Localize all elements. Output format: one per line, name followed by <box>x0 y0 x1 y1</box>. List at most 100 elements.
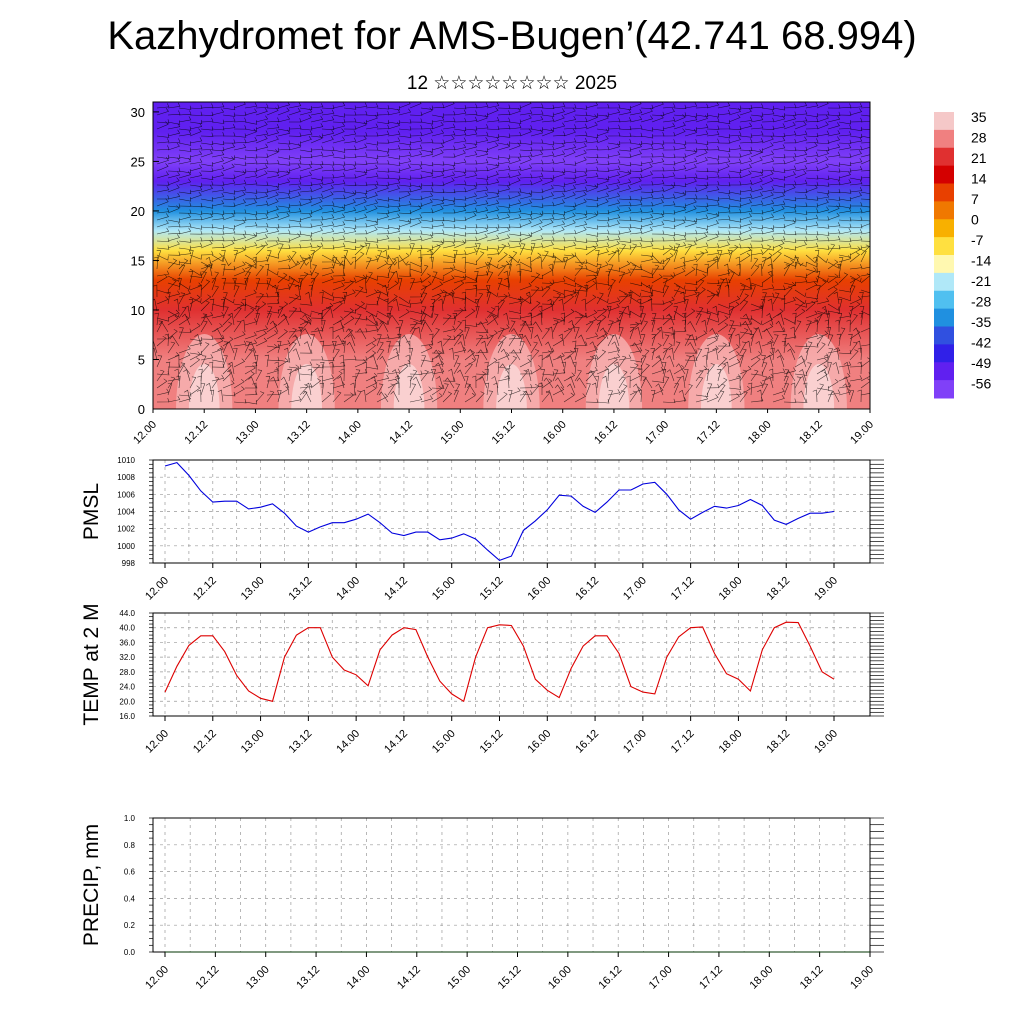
wind-barb <box>816 163 829 172</box>
wind-barb <box>668 326 675 340</box>
wind-barb <box>739 193 753 200</box>
wind-barb <box>761 135 774 144</box>
wind-barb <box>211 126 225 131</box>
wind-barb <box>585 354 599 361</box>
wind-barb <box>415 326 422 340</box>
wind-barb <box>332 339 346 347</box>
wind-barb <box>706 363 715 375</box>
wind-barb <box>772 223 786 229</box>
wind-barb <box>464 171 478 179</box>
wind-barb <box>695 251 705 263</box>
x-tick-label: 15.12 <box>478 728 506 756</box>
wind-barb <box>574 393 587 403</box>
wind-barb <box>167 184 180 193</box>
wind-barb <box>448 291 455 305</box>
wind-barb <box>233 399 247 404</box>
wind-barb <box>838 179 852 186</box>
wind-barb <box>541 302 554 312</box>
wind-barb <box>167 171 181 179</box>
wind-barb <box>244 172 258 179</box>
wind-barb <box>596 349 607 361</box>
wind-barb <box>783 165 797 172</box>
wind-barb <box>217 347 224 361</box>
wind-barb <box>685 237 698 242</box>
wind-barb <box>859 291 864 305</box>
wind-barb <box>563 328 573 340</box>
wind-barb <box>519 214 533 221</box>
wind-barb <box>376 348 385 361</box>
wind-barb <box>772 115 786 123</box>
wind-barb <box>824 319 829 333</box>
colorbar-swatch <box>934 362 954 381</box>
wind-barb <box>354 121 367 130</box>
wind-barb <box>816 216 830 221</box>
wind-barb <box>717 134 731 139</box>
wind-barb <box>222 156 235 165</box>
wind-barb <box>673 144 687 151</box>
wind-barb <box>651 179 665 186</box>
wind-barb <box>742 320 752 333</box>
wind-barb <box>153 347 158 361</box>
wind-barb <box>554 384 565 396</box>
wind-barb <box>673 174 687 179</box>
wind-barb <box>519 156 532 165</box>
wind-barb <box>321 125 335 130</box>
wind-barb <box>662 272 676 277</box>
wind-barb <box>827 244 841 250</box>
wind-barb <box>497 224 511 229</box>
wind-barb <box>574 168 588 173</box>
wind-barb <box>277 229 291 235</box>
wind-barb <box>497 242 511 249</box>
wind-barb <box>497 213 511 221</box>
wind-barb <box>222 210 236 215</box>
wind-barb <box>178 328 192 333</box>
wind-barb <box>530 242 544 249</box>
wind-barb <box>651 102 664 109</box>
wind-barb <box>552 171 565 179</box>
wind-barb <box>849 329 861 340</box>
wind-barb <box>178 282 191 290</box>
wind-barb <box>584 284 589 298</box>
wind-barb <box>640 115 654 123</box>
wind-barb <box>409 320 418 333</box>
wind-barb <box>365 159 379 165</box>
wind-barb <box>596 330 609 340</box>
wind-barb <box>682 312 687 326</box>
wind-barb <box>288 192 301 200</box>
wind-barb <box>849 246 862 256</box>
wind-barb <box>859 312 864 326</box>
wind-barb <box>805 268 818 273</box>
wind-barb <box>783 238 797 243</box>
wind-barb <box>255 306 260 319</box>
wind-barb <box>651 366 664 375</box>
wind-barb <box>332 154 346 159</box>
wind-barb <box>538 382 543 395</box>
wind-barb <box>167 102 181 109</box>
wind-barb <box>860 154 870 158</box>
wind-barb <box>376 181 390 186</box>
wind-barb <box>189 385 201 396</box>
x-tick-label: 13.12 <box>285 419 313 447</box>
wind-barb <box>530 129 544 137</box>
wind-barb <box>189 296 202 303</box>
wind-barb <box>233 143 247 151</box>
wind-barb <box>504 375 510 389</box>
x-tick-label: 12.12 <box>191 728 219 756</box>
wind-barb <box>266 236 280 242</box>
wind-barbs <box>153 102 870 405</box>
wind-barb <box>255 121 268 130</box>
wind-barb <box>288 307 298 319</box>
wind-barb <box>365 350 377 361</box>
wind-barb <box>381 284 389 298</box>
wind-barb <box>409 244 423 250</box>
wind-barb <box>503 312 510 326</box>
wind-barb <box>341 340 346 354</box>
wind-barb <box>332 113 346 118</box>
wind-barb <box>576 377 587 389</box>
wind-barb <box>849 103 863 109</box>
wind-barb <box>365 154 379 160</box>
wind-barb <box>398 175 412 180</box>
wind-barb <box>343 245 357 251</box>
wind-barb <box>607 151 621 158</box>
wind-barb <box>662 210 676 215</box>
